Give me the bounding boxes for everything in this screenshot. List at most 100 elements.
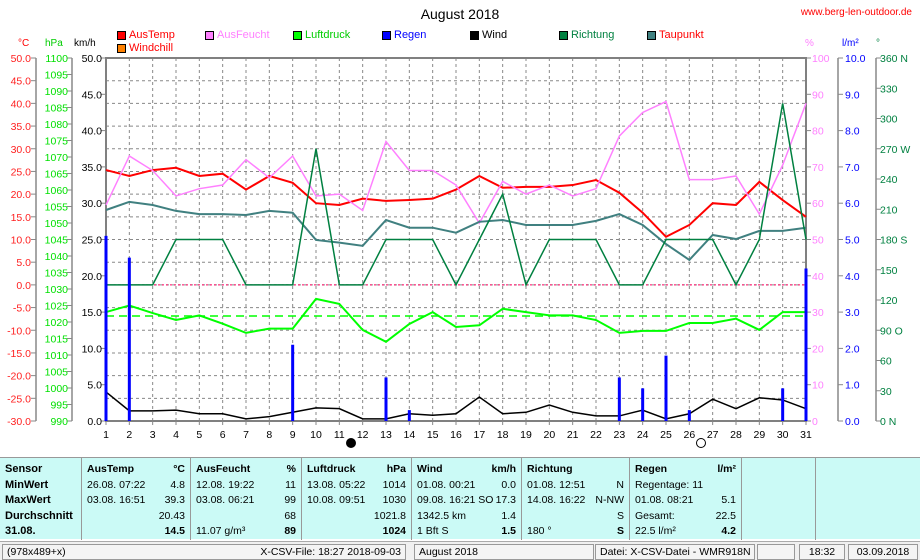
x-tick-label: 15 xyxy=(427,429,439,441)
tick-label-rain: 4.0 xyxy=(845,271,860,283)
tick-label-rain: 6.0 xyxy=(845,198,860,210)
legend-label: Richtung xyxy=(571,29,615,41)
header-wind: Wind xyxy=(417,463,443,475)
legend-austemp: AusTemp xyxy=(117,29,175,41)
unit: % xyxy=(286,463,296,475)
x-tick-label: 14 xyxy=(403,429,415,441)
x-tick-label: 27 xyxy=(707,429,719,441)
current-value: 4.2 xyxy=(721,525,736,537)
min-time: 01.08. 12:51 xyxy=(527,478,586,491)
row-label-max: MaxWert xyxy=(5,494,51,506)
chart-title: August 2018 xyxy=(420,6,500,22)
tick-label-press: 1070 xyxy=(45,152,69,164)
x-tick-label: 11 xyxy=(334,429,345,441)
tick-label-press: 1000 xyxy=(45,383,69,395)
x-tick-label: 18 xyxy=(497,429,509,441)
tick-label-rain: 10.0 xyxy=(845,53,866,65)
legend-label: AusTemp xyxy=(129,29,175,41)
tick-label-temp: 0.0 xyxy=(16,280,31,292)
max-value: N-NW xyxy=(595,494,624,506)
x-tick-label: 22 xyxy=(590,429,602,441)
max-time: 10.08. 09:51 xyxy=(307,494,366,506)
tick-label-temp: 10.0 xyxy=(11,235,32,247)
tick-label-dir: 0 N xyxy=(880,416,896,428)
tick-label-temp: 5.0 xyxy=(16,257,31,269)
tick-label-wind: 35.0 xyxy=(82,162,103,174)
tick-label-press: 1050 xyxy=(45,218,69,230)
tick-label-temp: -30.0 xyxy=(7,416,31,428)
tick-label-temp: 50.0 xyxy=(11,53,32,65)
tick-label-rain: 5.0 xyxy=(845,235,860,247)
current-value: 1.5 xyxy=(501,525,516,537)
x-tick-label: 16 xyxy=(450,429,462,441)
col-austemp: AusTemp °C 26.08. 07:22 4.8 03.08. 16:51 39… xyxy=(82,458,191,540)
row-label-avg: Durchschnitt xyxy=(5,509,73,522)
website-link[interactable]: www.berg-len-outdoor.de xyxy=(800,7,912,18)
new-moon-icon xyxy=(346,438,356,448)
unit: °C xyxy=(173,463,185,475)
unit: l/m² xyxy=(717,463,736,475)
current-value: 1024 xyxy=(382,525,406,537)
x-tick-label: 12 xyxy=(357,429,369,441)
row-label-today: 31.08. xyxy=(5,525,36,537)
x-tick-label: 8 xyxy=(266,429,272,441)
status-date: 03.09.2018 xyxy=(848,544,918,560)
tick-label-hum: 10 xyxy=(812,380,824,392)
series-richtung xyxy=(106,103,807,287)
tick-label-dir: 30 xyxy=(880,386,892,398)
x-tick-label: 20 xyxy=(543,429,555,441)
status-bar: (978x489+x) X-CSV-File: 18:27 2018-09-03 … xyxy=(0,541,920,560)
min-time: 01.08. 00:21 xyxy=(417,478,476,491)
tick-label-rain: 7.0 xyxy=(845,162,860,174)
tick-label-press: 1075 xyxy=(45,136,69,148)
col-ausfeucht: AusFeucht% 12.08. 19:22 11 03.08. 06:21 99… xyxy=(191,458,302,540)
min-value: N xyxy=(616,478,624,491)
series-ausfeucht xyxy=(105,100,807,225)
legend-label: AusFeucht xyxy=(217,29,270,41)
tick-label-hum: 100 xyxy=(812,53,830,65)
avg-value: 1.4 xyxy=(501,509,516,522)
min-value: 1014 xyxy=(382,478,406,491)
legend-wind: Wind xyxy=(470,29,507,41)
tick-label-press: 1035 xyxy=(45,268,69,280)
tick-label-press: 1055 xyxy=(45,202,69,214)
min-value: 11 xyxy=(285,478,296,491)
legend-swatch-icon xyxy=(293,30,302,40)
tick-label-temp: 25.0 xyxy=(11,166,32,178)
legend-swatch-icon xyxy=(559,30,568,40)
unit-press: hPa xyxy=(45,38,63,49)
x-tick-label: 17 xyxy=(473,429,485,441)
col-regen: Regen l/m² Regentage: 11 01.08. 08:21 5.1 … xyxy=(630,458,742,540)
x-tick-label: 19 xyxy=(520,429,532,441)
tick-label-hum: 60 xyxy=(812,198,824,210)
tick-label-wind: 20.0 xyxy=(82,271,103,283)
max-value: 17.3 xyxy=(495,494,516,506)
tick-label-dir: 210 xyxy=(880,204,898,216)
tick-label-press: 1010 xyxy=(45,350,69,362)
unit-wind: km/h xyxy=(74,38,96,49)
header-luftdruck: Luftdruck xyxy=(307,463,356,475)
max-time: 03.08. 06:21 xyxy=(196,494,255,506)
tick-label-press: 1040 xyxy=(45,251,69,263)
tick-label-wind: 50.0 xyxy=(82,53,103,65)
status-size: (978x489+x) X-CSV-File: 18:27 2018-09-03 xyxy=(2,544,406,560)
series-taupunkt xyxy=(105,200,807,262)
min-value: 0.0 xyxy=(501,478,516,491)
tick-label-hum: 20 xyxy=(812,343,824,355)
tick-label-press: 1015 xyxy=(45,334,69,346)
tick-label-press: 1065 xyxy=(45,169,69,181)
unit: hPa xyxy=(386,463,406,475)
current-value: 89 xyxy=(284,525,296,537)
full-moon-icon xyxy=(696,438,706,448)
col-luftdruck: Luftdruck hPa 13.08. 05:22 1014 10.08. 09:… xyxy=(302,458,412,540)
col-sensor: Sensor MinWert MaxWert Durchschnitt 31.0… xyxy=(0,458,82,540)
legend-label: Luftdruck xyxy=(305,29,351,41)
direction-degrees: 180 ° xyxy=(527,525,552,537)
tick-label-rain: 1.0 xyxy=(845,380,860,392)
x-tick-label: 30 xyxy=(777,429,789,441)
legend-label: Wind xyxy=(482,29,508,41)
tick-label-dir: 90 O xyxy=(880,325,903,337)
tick-label-temp: -15.0 xyxy=(7,348,31,360)
tick-label-hum: 50 xyxy=(812,235,824,247)
tick-label-hum: 40 xyxy=(812,271,824,283)
